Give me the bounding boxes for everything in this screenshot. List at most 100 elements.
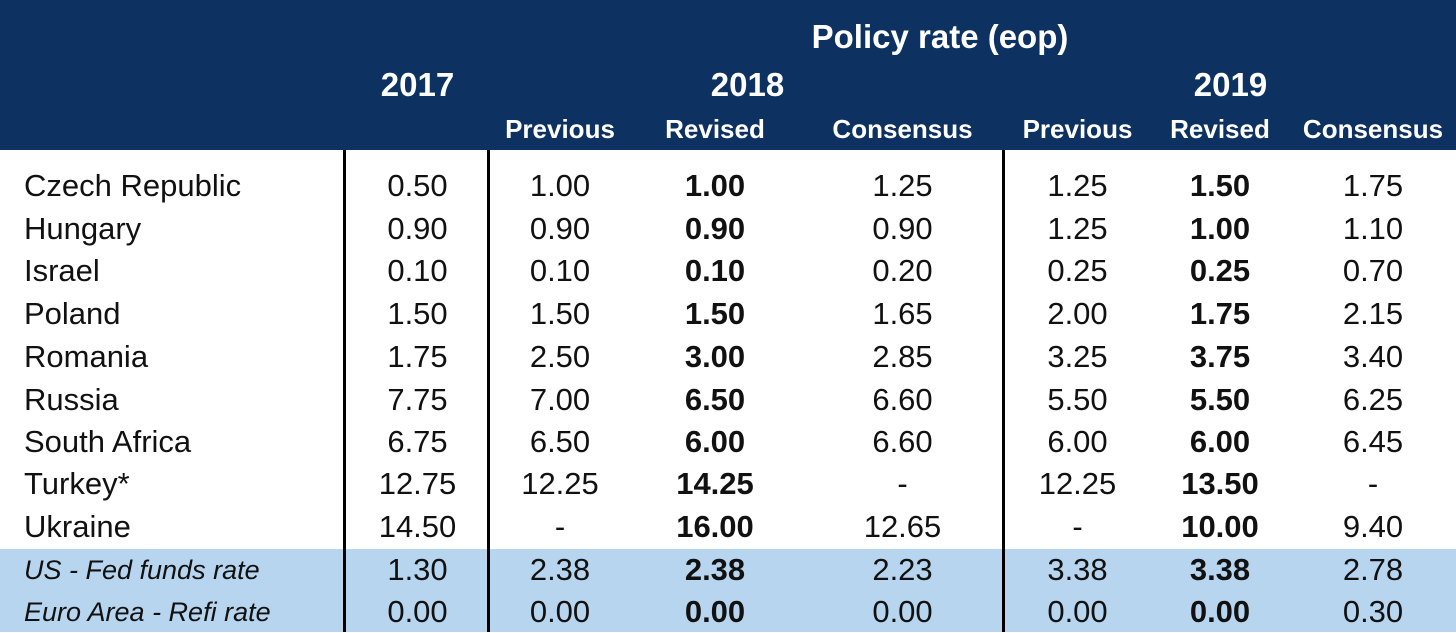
cell-2019-consensus: 9.40 [1342, 509, 1404, 544]
country-name: Poland [24, 296, 121, 331]
cell-2019-revised: 1.00 [1189, 211, 1251, 246]
table-row: Romania 1.75 2.50 3.00 2.85 3.25 3.75 3.40 [0, 336, 1456, 378]
cell-2018-revised: 16.00 [676, 509, 754, 544]
cell-2018-consensus: 0.90 [872, 211, 933, 246]
cell-2018-revised: 0.90 [684, 211, 746, 246]
cell-2018-revised: 0.10 [684, 253, 746, 288]
cell-2018-previous: 0.90 [529, 211, 591, 246]
cell-2017: 1.30 [387, 552, 448, 587]
year-2018-header: 2018 [710, 66, 785, 103]
year-2019-header: 2019 [1193, 66, 1268, 103]
country-name: Ukraine [24, 509, 131, 544]
cell-2018-consensus: 0.00 [872, 594, 933, 629]
cell-2018-consensus: 1.65 [872, 296, 933, 331]
country-name: Russia [24, 382, 119, 417]
country-name: US - Fed funds rate [24, 555, 260, 585]
cell-2019-revised: 0.25 [1189, 253, 1251, 288]
cell-2018-consensus: 1.25 [872, 168, 933, 203]
cell-2019-consensus: 3.40 [1342, 339, 1404, 374]
column-divider [1002, 150, 1005, 632]
cell-2019-consensus: 6.45 [1342, 424, 1404, 459]
table-row: Euro Area - Refi rate 0.00 0.00 0.00 0.00 0.0… [0, 591, 1456, 632]
cell-2019-previous: 3.25 [1047, 339, 1108, 374]
cell-2018-revised: 14.25 [676, 466, 754, 501]
subheader-revised-2019: Revised [1170, 114, 1270, 144]
cell-2018-previous: 6.50 [529, 424, 591, 459]
cell-2019-consensus: 6.25 [1342, 382, 1404, 417]
subheader-consensus-2018: Consensus [832, 114, 973, 144]
country-name: Turkey* [24, 466, 130, 501]
cell-2018-previous: 1.00 [529, 168, 591, 203]
table-row: Poland 1.50 1.50 1.50 1.65 2.00 1.75 2.15 [0, 293, 1456, 335]
cell-2019-revised: 6.00 [1189, 424, 1251, 459]
cell-2019-revised: 0.00 [1189, 594, 1251, 629]
cell-2018-revised: 6.00 [684, 424, 746, 459]
cell-2017: 12.75 [378, 466, 457, 501]
cell-2017: 0.90 [387, 211, 448, 246]
cell-2019-revised: 10.00 [1181, 509, 1259, 544]
cell-2019-revised: 3.38 [1189, 552, 1251, 587]
cell-2018-previous: 0.10 [529, 253, 591, 288]
table-row: Czech Republic 0.50 1.00 1.00 1.25 1.25 1.50 1.… [0, 165, 1456, 207]
table-row: Hungary 0.90 0.90 0.90 0.90 1.25 1.00 1.10 [0, 208, 1456, 250]
table-row: US - Fed funds rate 1.30 2.38 2.38 2.23 3.38 3… [0, 549, 1456, 591]
year-2017-header: 2017 [380, 66, 455, 103]
table-header: Policy rate (eop) 2017 2018 2019 Previou… [0, 0, 1456, 150]
cell-2018-previous: 2.38 [529, 552, 591, 587]
cell-2019-previous: 6.00 [1047, 424, 1108, 459]
cell-2018-revised: 3.00 [684, 339, 746, 374]
cell-2019-consensus: 1.75 [1342, 168, 1404, 203]
cell-2018-revised: 0.00 [684, 594, 746, 629]
table-row: South Africa 6.75 6.50 6.00 6.60 6.00 6.00 6.45 [0, 421, 1456, 463]
cell-2017: 1.50 [387, 296, 448, 331]
cell-2019-previous: 3.38 [1047, 552, 1108, 587]
table-row: Turkey* 12.75 12.25 14.25 - 12.25 13.50 - [0, 463, 1456, 505]
country-name: Israel [24, 253, 100, 288]
cell-2019-previous: 2.00 [1047, 296, 1108, 331]
cell-2018-previous: 0.00 [529, 594, 591, 629]
column-divider [487, 150, 490, 632]
cell-2018-previous: 2.50 [529, 339, 591, 374]
cell-2018-revised: 1.00 [684, 168, 746, 203]
cell-2018-consensus: 0.20 [872, 253, 933, 288]
table-title: Policy rate (eop) [811, 18, 1069, 55]
cell-2019-previous: 0.00 [1047, 594, 1108, 629]
cell-2018-previous: - [554, 509, 566, 544]
subheader-previous-2018: Previous [505, 114, 615, 144]
cell-2017: 7.75 [387, 382, 448, 417]
cell-2018-consensus: 6.60 [872, 382, 933, 417]
subheader-previous-2019: Previous [1022, 114, 1133, 144]
cell-2017: 1.75 [387, 339, 448, 374]
cell-2019-consensus: 0.30 [1342, 594, 1404, 629]
cell-2017: 6.75 [387, 424, 448, 459]
cell-2018-previous: 1.50 [529, 296, 591, 331]
cell-2019-consensus: 1.10 [1342, 211, 1404, 246]
cell-2019-previous: 0.25 [1047, 253, 1108, 288]
subheader-revised-2018: Revised [665, 114, 765, 144]
cell-2019-consensus: 0.70 [1342, 253, 1404, 288]
country-name: Hungary [24, 211, 142, 246]
cell-2019-previous: - [1072, 509, 1083, 544]
cell-2017: 0.10 [387, 253, 448, 288]
cell-2019-previous: 1.25 [1047, 211, 1108, 246]
table-row: Israel 0.10 0.10 0.10 0.20 0.25 0.25 0.70 [0, 250, 1456, 292]
cell-2019-previous: 5.50 [1047, 382, 1108, 417]
subheader-consensus-2019: Consensus [1302, 114, 1444, 144]
table-row: Ukraine 14.50 - 16.00 12.65 - 10.00 9.40 [0, 506, 1456, 548]
cell-2018-consensus: - [897, 466, 908, 501]
cell-2017: 0.50 [387, 168, 448, 203]
cell-2019-revised: 5.50 [1189, 382, 1251, 417]
cell-2018-revised: 2.38 [684, 552, 746, 587]
cell-2019-revised: 1.75 [1189, 296, 1251, 331]
cell-2019-revised: 3.75 [1189, 339, 1251, 374]
table-row: Russia 7.75 7.00 6.50 6.60 5.50 5.50 6.25 [0, 379, 1456, 421]
cell-2019-consensus: - [1367, 466, 1379, 501]
cell-2018-consensus: 6.60 [872, 424, 933, 459]
cell-2018-consensus: 2.23 [872, 552, 933, 587]
cell-2019-revised: 13.50 [1181, 466, 1259, 501]
cell-2018-revised: 1.50 [684, 296, 746, 331]
cell-2019-previous: 1.25 [1047, 168, 1108, 203]
country-name: Romania [24, 339, 149, 374]
country-name: Euro Area - Refi rate [24, 597, 271, 627]
